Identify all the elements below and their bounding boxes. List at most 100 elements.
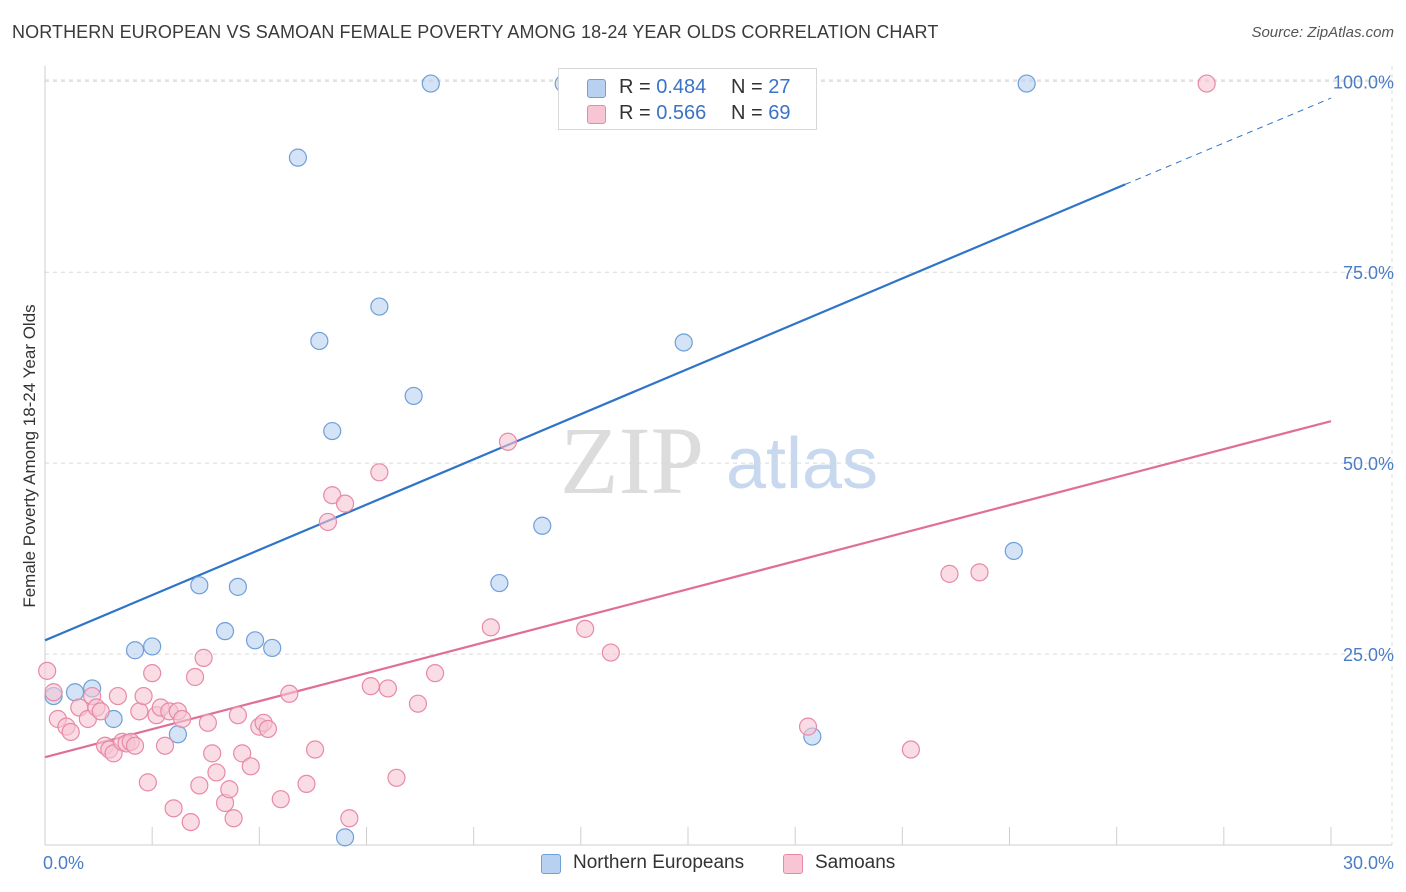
watermark-zip: ZIP [560,407,704,514]
point-samoans [125,736,145,755]
point-samoans [228,706,247,725]
point-samoans [305,740,325,759]
point-samoans [481,618,500,637]
legend-label: Northern Europeans [573,852,745,873]
point-samoans [220,780,239,799]
point-northern-europeans [228,577,247,596]
point-samoans [61,722,80,742]
point-samoans [280,684,299,703]
point-samoans [38,661,57,680]
point-samoans [425,664,445,683]
point-samoans [378,679,398,698]
point-samoans [297,774,316,794]
point-samoans [576,619,595,638]
point-samoans [164,799,183,818]
point-samoans [207,763,226,782]
legend-swatch-blue [587,79,606,98]
point-northern-europeans [215,622,235,641]
y-tick-label: 75.0% [1343,263,1394,283]
y-axis-label: Female Poverty Among 18-24 Year Olds [20,304,39,608]
data-points [38,74,1216,847]
point-samoans [185,667,205,687]
point-samoans [233,744,252,763]
point-samoans [1197,74,1216,93]
point-samoans [173,709,192,729]
point-northern-europeans [335,828,355,847]
point-samoans [798,717,818,736]
point-samoans [271,790,290,809]
point-samoans [138,773,157,792]
point-samoans [408,694,428,713]
x-tick-label: 0.0% [43,853,84,873]
point-samoans [258,719,278,739]
point-samoans [370,463,389,482]
point-samoans [143,664,162,683]
source-credit: Source: ZipAtlas.com [1251,24,1394,41]
point-samoans [601,643,620,662]
point-samoans [91,702,110,721]
point-northern-europeans [245,631,265,650]
point-samoans [901,740,921,759]
legend-n-label: N = [731,76,769,98]
point-samoans [44,683,63,702]
point-northern-europeans [421,74,440,93]
legend-r-label: R = [619,76,657,98]
point-northern-europeans [323,421,342,441]
point-samoans [108,686,127,706]
trendline-northern-europeans [44,183,1126,642]
tick-labels: 25.0% 50.0% 75.0% 100.0% 0.0% 30.0% [43,72,1394,873]
point-samoans [198,713,217,732]
x-tick-label: 30.0% [1343,853,1394,873]
point-northern-europeans [533,516,552,535]
point-samoans [194,648,213,667]
y-tick-label: 25.0% [1343,645,1394,665]
point-northern-europeans [288,148,308,167]
point-northern-europeans [1017,74,1036,93]
legend-r-value: 0.566 [656,102,707,124]
point-samoans [241,757,260,776]
legend-r-value: 0.484 [656,76,707,98]
point-samoans [224,809,243,828]
legend-n-label: N = [731,102,769,124]
point-samoans [340,809,359,828]
point-samoans [203,744,222,763]
point-samoans [134,686,153,706]
legend-n-value: 27 [768,76,791,98]
gridlines [45,66,1393,845]
point-northern-europeans [125,641,145,660]
point-samoans [155,736,175,755]
point-samoans [190,776,209,795]
point-northern-europeans [190,576,209,595]
trendline-extension-northern-europeans [1125,97,1332,185]
point-samoans [498,432,518,451]
point-samoans [361,677,380,696]
point-northern-europeans [263,638,282,658]
trend-lines [44,97,1332,759]
series-legend: Northern Europeans Samoans [0,852,1406,878]
point-northern-europeans [65,683,85,702]
point-samoans [323,486,342,505]
legend-swatch-pink [783,854,803,874]
point-northern-europeans [674,333,693,352]
y-tick-label: 50.0% [1343,454,1394,474]
point-samoans [130,702,149,721]
axes [44,66,1392,846]
point-northern-europeans [370,297,389,316]
point-samoans [387,768,406,787]
point-samoans [335,494,355,513]
point-samoans [970,563,989,582]
watermark-atlas: atlas [726,424,878,504]
point-northern-europeans [143,637,162,656]
legend-swatch-pink [587,105,606,124]
chart-title: NORTHERN EUROPEAN VS SAMOAN FEMALE POVER… [12,22,939,42]
trendline-samoans [44,420,1332,759]
point-samoans [318,512,338,532]
point-northern-europeans [310,331,329,351]
legend-label: Samoans [815,852,896,873]
correlation-legend: R = 0.484 N = 27 R = 0.566 N = 69 [558,68,817,130]
legend-r-label: R = [619,102,657,124]
legend-n-value: 69 [768,102,791,124]
point-northern-europeans [490,573,509,593]
point-samoans [940,564,959,583]
